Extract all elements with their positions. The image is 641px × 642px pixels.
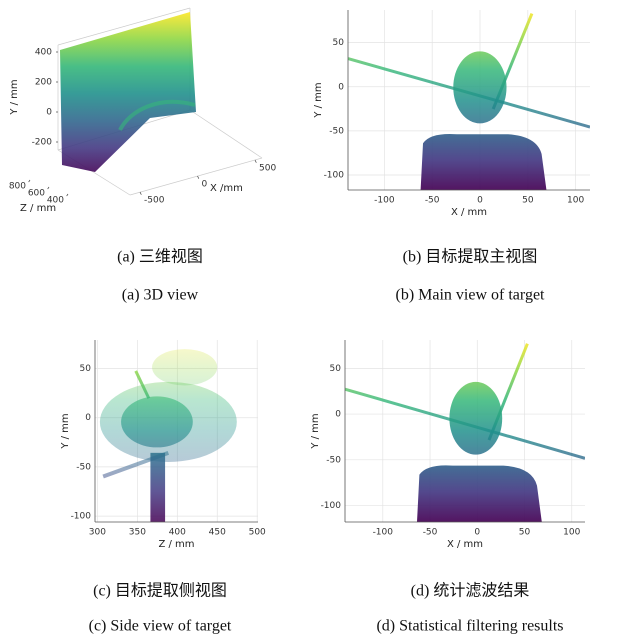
y-tick-label: 50 xyxy=(333,38,345,48)
cloud xyxy=(152,349,217,385)
tick-label: 0 xyxy=(202,180,208,190)
caption-en: (d) Statistical filtering results xyxy=(376,618,563,635)
tick-mark xyxy=(29,180,30,182)
tick-label: -500 xyxy=(144,196,165,206)
caption-en: (b) Main view of target xyxy=(396,287,546,304)
y-tick-label: 0 xyxy=(335,410,341,420)
x-tick-label: -100 xyxy=(374,196,395,206)
y-tick-label: 0 xyxy=(85,413,91,423)
x-tick-label: 50 xyxy=(522,196,534,206)
x-tick-label: -50 xyxy=(425,196,440,206)
y-axis-label: Y / mm xyxy=(9,79,20,115)
x-tick-label: -50 xyxy=(423,528,438,538)
x-tick-label: 400 xyxy=(169,528,186,538)
y-axis-label: Y / mm xyxy=(60,413,71,449)
tick-mark xyxy=(48,187,49,189)
x-tick-label: 100 xyxy=(563,528,580,538)
x-tick-label: 300 xyxy=(89,528,106,538)
x-axis-label: X / mm xyxy=(447,539,483,550)
z-axis-label: Z / mm xyxy=(20,203,56,214)
tick-label: 0 xyxy=(46,108,52,118)
point-cloud xyxy=(100,349,237,522)
x-tick-label: 500 xyxy=(249,528,266,538)
x-tick-label: 100 xyxy=(567,196,584,206)
caption-cn: (c) 目标提取侧视图 xyxy=(93,582,227,600)
rod xyxy=(493,14,532,109)
x-tick-label: 350 xyxy=(129,528,146,538)
caption-cn: (a) 三维视图 xyxy=(117,248,203,266)
x-axis-label: X / mm xyxy=(451,207,487,218)
head xyxy=(449,382,502,455)
frame-line xyxy=(190,110,262,158)
x-tick-label: 0 xyxy=(474,528,480,538)
y-tick-label: -100 xyxy=(324,171,345,181)
x-axis-label: X /mm xyxy=(210,183,243,194)
tick-label: 600 xyxy=(28,189,45,199)
point-cloud-surface xyxy=(60,12,196,172)
y-tick-label: 0 xyxy=(338,82,344,92)
figure: (a) 三维视图(a) 3D view-2000200400-500050040… xyxy=(0,0,641,642)
y-tick-label: 50 xyxy=(330,364,342,374)
x-tick-label: -100 xyxy=(373,528,394,538)
y-tick-label: -100 xyxy=(321,501,342,511)
caption-en: (c) Side view of target xyxy=(89,618,232,635)
point-cloud xyxy=(345,344,585,522)
y-tick-label: -50 xyxy=(76,462,91,472)
y-tick-label: -100 xyxy=(71,512,92,522)
x-tick-label: 0 xyxy=(477,196,483,206)
cloud xyxy=(121,396,193,447)
y-axis-label: Y / mm xyxy=(310,413,321,449)
tick-mark xyxy=(67,194,68,196)
tick-mark xyxy=(198,176,199,179)
head xyxy=(453,51,506,123)
tick-label: 200 xyxy=(35,78,52,88)
tick-label: -200 xyxy=(32,138,53,148)
x-axis-label: Z / mm xyxy=(158,539,194,550)
rod xyxy=(489,344,527,440)
caption-cn: (d) 统计滤波结果 xyxy=(411,582,530,600)
caption-cn: (b) 目标提取主视图 xyxy=(403,248,538,266)
torso xyxy=(417,465,542,522)
tick-label: 800 xyxy=(9,182,26,192)
tick-mark xyxy=(255,160,256,163)
y-tick-label: -50 xyxy=(326,455,341,465)
y-tick-label: -50 xyxy=(329,126,344,136)
tick-label: 500 xyxy=(259,164,276,174)
tick-mark xyxy=(140,192,141,195)
body-slice xyxy=(150,453,165,522)
x-tick-label: 50 xyxy=(519,528,531,538)
y-axis-label: Y / mm xyxy=(313,82,324,118)
y-tick-label: 50 xyxy=(80,364,92,374)
x-tick-label: 450 xyxy=(209,528,226,538)
torso xyxy=(421,134,547,190)
caption-en: (a) 3D view xyxy=(122,287,199,304)
tick-label: 400 xyxy=(35,48,52,58)
